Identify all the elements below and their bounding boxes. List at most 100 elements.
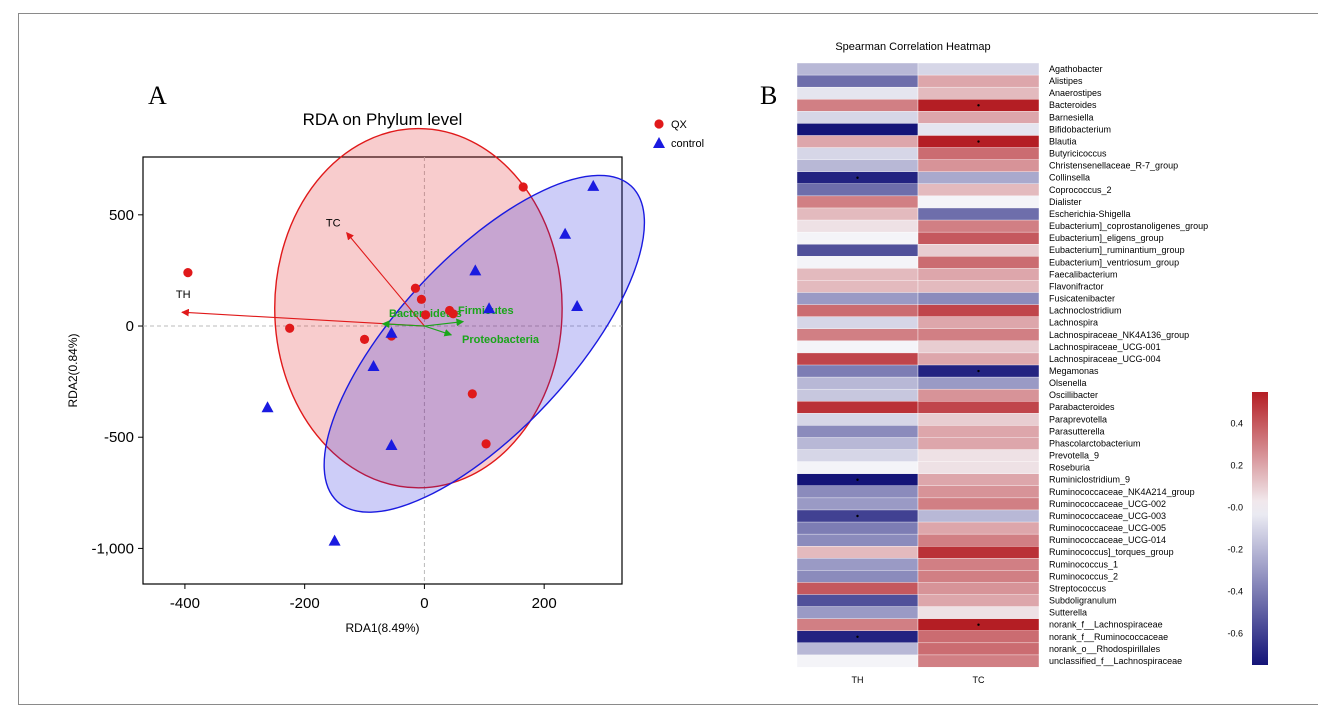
row-label: Flavonifractor [1049, 281, 1104, 291]
x-axis-label: RDA1(8.49%) [345, 621, 419, 635]
heatmap-cell [796, 413, 919, 426]
y-tick-label: 500 [109, 207, 134, 224]
heatmap-cell [796, 364, 919, 378]
heatmap-cell [917, 642, 1040, 656]
colorbar-tick-label: -0.4 [1227, 587, 1243, 597]
heatmap-cell [917, 425, 1040, 438]
point-qx [481, 439, 491, 449]
row-label: Butyricicoccus [1049, 149, 1107, 159]
row-label: norank_f__Ruminococcaceae [1049, 632, 1168, 642]
point-qx [410, 283, 421, 293]
row-label: Dialister [1049, 197, 1082, 207]
heatmap-cell [917, 159, 1040, 173]
heatmap-cell [917, 401, 1040, 414]
point-qx [359, 334, 370, 344]
row-label: Ruminococcaceae_UCG-002 [1049, 499, 1166, 509]
heatmap-cell [796, 219, 919, 233]
heatmap-cell [796, 401, 919, 414]
heatmap-cell [796, 461, 919, 475]
ellipse-control [323, 174, 646, 513]
heatmap-cell [796, 231, 919, 245]
point-control [571, 300, 584, 312]
heatmap-cell [917, 521, 1040, 535]
arrow-label-th: TH [176, 289, 191, 301]
row-label: Ruminococcus]_torques_group [1049, 547, 1174, 557]
heatmap-cell [796, 123, 919, 136]
heatmap-cell [796, 521, 919, 535]
row-label: Eubacterium]_eligens_group [1049, 233, 1164, 243]
row-label: Roseburia [1049, 463, 1090, 473]
heatmap-cell [917, 316, 1040, 330]
row-label: Lachnospiraceae_UCG-001 [1049, 342, 1161, 352]
heatmap-cell [917, 292, 1040, 305]
heatmap-cell [917, 485, 1040, 499]
point-qx [518, 182, 528, 192]
x-tick-label: 0 [420, 595, 428, 612]
colorbar-tick-label: 0.2 [1230, 461, 1243, 471]
significance-dot [856, 176, 859, 179]
heatmap-cell [796, 159, 919, 173]
point-qx [416, 294, 427, 304]
row-label: Anaerostipes [1049, 88, 1102, 98]
figure-frame [18, 13, 1318, 705]
heatmap-cell [796, 533, 919, 547]
row-label: Blautia [1049, 136, 1077, 146]
heatmap-cell [917, 533, 1040, 547]
row-label: norank_f__Lachnospiraceae [1049, 620, 1163, 630]
row-label: Ruminococcaceae_NK4A214_group [1049, 487, 1195, 497]
heatmap-cell [796, 147, 919, 161]
heatmap-cell [796, 618, 919, 632]
row-label: Lachnospiraceae_NK4A136_group [1049, 330, 1189, 340]
row-label: Lachnoclostridium [1049, 306, 1122, 316]
row-label: Ruminococcaceae_UCG-003 [1049, 511, 1166, 521]
panel-b-letter: B [760, 81, 777, 110]
row-label: Bifidobacterium [1049, 124, 1111, 134]
significance-dot [977, 369, 980, 373]
point-qx [421, 310, 431, 320]
x-tick-label: -200 [290, 595, 320, 612]
significance-dot [856, 635, 859, 638]
heatmap-cell [917, 388, 1040, 402]
row-label: Ruminococcaceae_UCG-005 [1049, 523, 1166, 533]
column-label: TC [973, 675, 985, 685]
row-label: Collinsella [1049, 173, 1090, 183]
row-label: Eubacterium]_ventriosum_group [1049, 257, 1179, 267]
row-label: Subdoligranulum [1049, 596, 1117, 606]
y-tick-label: -1,000 [91, 540, 134, 557]
legend-marker-qx [654, 119, 664, 129]
heatmap-cell [796, 558, 919, 571]
arrow-firmicutes [424, 318, 465, 327]
row-label: Faecalibacterium [1049, 269, 1118, 279]
heatmap-cell [917, 546, 1040, 559]
heatmap-cell [796, 654, 919, 668]
heatmap-cell [917, 219, 1040, 233]
row-label: norank_o__Rhodospirillales [1049, 644, 1161, 654]
heatmap-cell [917, 111, 1040, 124]
colorbar-tick-label: -0.0 [1227, 503, 1243, 513]
row-label: Christensenellaceae_R-7_group [1049, 161, 1178, 171]
row-label: Eubacterium]_coprostanoligenes_group [1049, 221, 1208, 231]
row-label: Olsenella [1049, 378, 1087, 388]
heatmap-cell [796, 280, 919, 293]
heatmap-cell [796, 292, 919, 305]
heatmap-cell [917, 461, 1040, 475]
heatmap-cell [796, 62, 919, 76]
heatmap-cell [796, 243, 919, 257]
heatmap-cell [917, 606, 1040, 620]
point-qx [285, 323, 295, 333]
point-control [261, 401, 274, 413]
row-label: Prevotella_9 [1049, 451, 1099, 461]
x-tick-label: -400 [170, 595, 200, 612]
row-label: Lachnospira [1049, 318, 1098, 328]
heatmap-cell [796, 135, 919, 148]
heatmap-cell [917, 582, 1040, 595]
heatmap-cell [917, 195, 1040, 209]
heatmap-cell [917, 123, 1040, 136]
heatmap-cell [796, 606, 919, 620]
heatmap-cell [796, 268, 919, 281]
significance-dot [856, 514, 859, 518]
heatmap-cell [917, 62, 1040, 76]
arrow-bacteroidetes [381, 320, 425, 329]
heatmap-cell [796, 352, 919, 366]
